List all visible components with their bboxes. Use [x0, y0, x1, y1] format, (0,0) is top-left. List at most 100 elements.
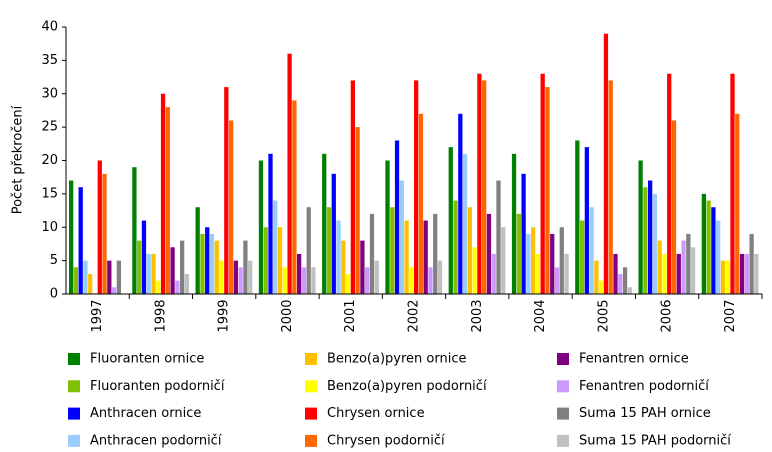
bar [390, 207, 395, 294]
bar [584, 147, 589, 294]
bar [458, 113, 463, 295]
x-tick-label: 2007 [723, 299, 738, 332]
bar [209, 233, 215, 294]
bar [433, 213, 438, 294]
bar [355, 127, 360, 294]
bar [336, 220, 341, 294]
bar [345, 273, 351, 294]
bar [331, 173, 336, 294]
bar [754, 253, 759, 294]
bar [643, 187, 648, 294]
x-tick-label: 1999 [217, 299, 232, 332]
bar [287, 53, 292, 295]
bar [564, 253, 569, 294]
bar [608, 80, 613, 295]
bar [160, 93, 166, 294]
bar [165, 107, 170, 294]
bar [214, 240, 219, 294]
legend-swatch [68, 380, 80, 393]
bar [477, 73, 482, 294]
bar [374, 260, 379, 294]
bar [676, 253, 681, 294]
legend-label: Fluoranten ornice [90, 352, 204, 367]
bar [180, 240, 185, 294]
bar [686, 233, 691, 294]
bar [594, 260, 599, 294]
y-tick-label: 15 [41, 186, 58, 201]
bar [228, 120, 234, 294]
bar [219, 260, 224, 294]
bar [627, 287, 632, 294]
bar [404, 220, 409, 294]
legend-label: Anthracen ornice [90, 406, 201, 421]
bar [326, 207, 332, 294]
x-tick-label: 2001 [343, 299, 358, 332]
x-tick-label: 2004 [533, 299, 548, 332]
bar [511, 153, 517, 294]
legend-swatch [68, 434, 80, 447]
legend-label: Chrysen podorničí [327, 433, 445, 448]
bar [306, 207, 311, 294]
bar [292, 100, 297, 294]
bar [175, 280, 180, 294]
bar [301, 267, 307, 294]
x-tick-label: 2006 [660, 299, 675, 332]
bar [613, 253, 618, 294]
bar [735, 113, 740, 295]
x-tick-label: 1998 [153, 299, 168, 332]
bar [599, 280, 604, 294]
bar [238, 267, 243, 294]
bar [243, 240, 248, 294]
bar [268, 153, 273, 294]
bar [545, 87, 550, 294]
legend-label: Suma 15 PAH podorničí [579, 433, 731, 448]
bar [423, 220, 428, 294]
bar [111, 287, 117, 294]
bar [618, 273, 623, 294]
bar [540, 73, 545, 294]
bar [428, 267, 433, 294]
bar [467, 207, 472, 294]
bar [282, 267, 287, 294]
legend-label: Chrysen ornice [327, 406, 425, 421]
bar [730, 73, 735, 294]
bar [170, 247, 175, 294]
bar [83, 260, 88, 294]
bar [603, 33, 609, 295]
bar [409, 267, 414, 294]
legend-swatch [557, 434, 569, 447]
bar [662, 253, 667, 294]
bar [448, 147, 453, 294]
y-tick-label: 20 [41, 153, 58, 168]
legend-swatch [305, 380, 317, 393]
bar [311, 267, 316, 294]
bar [156, 280, 161, 294]
bar [78, 187, 83, 294]
legend-swatch [305, 434, 317, 447]
bar [701, 193, 706, 294]
bar [365, 267, 370, 294]
bar [711, 207, 716, 294]
x-tick-label: 2003 [470, 299, 485, 332]
bar [706, 200, 711, 294]
bar [575, 140, 580, 294]
bar [725, 260, 730, 294]
bar [151, 253, 156, 294]
x-tick-label: 2002 [407, 299, 422, 332]
legend-label: Benzo(a)pyren podorničí [327, 379, 487, 394]
bar [132, 167, 137, 294]
bar [749, 233, 754, 294]
bar [73, 267, 79, 294]
legend-swatch [557, 353, 569, 365]
bar [116, 260, 121, 294]
bar [462, 153, 468, 294]
bar [399, 180, 404, 294]
bar [638, 160, 643, 294]
bar [554, 267, 560, 294]
bar [744, 253, 749, 294]
bar [137, 240, 142, 294]
bar [521, 173, 526, 294]
y-tick-label: 30 [41, 86, 58, 101]
bar [350, 80, 355, 295]
bar [648, 180, 653, 294]
